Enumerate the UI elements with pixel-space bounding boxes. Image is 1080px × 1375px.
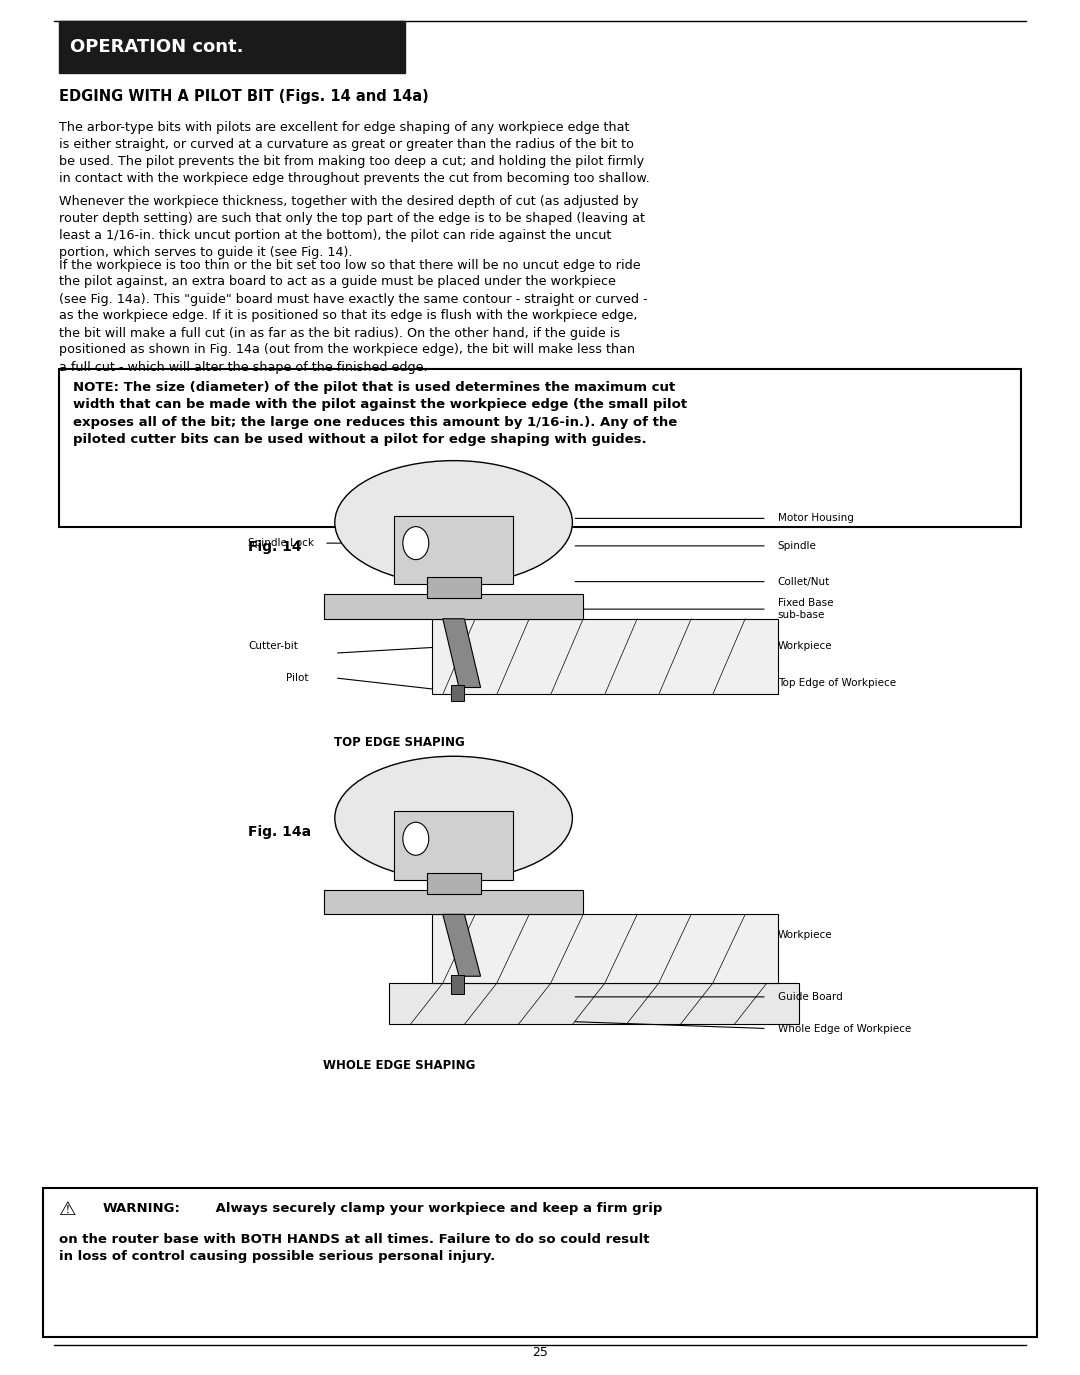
FancyBboxPatch shape: [451, 685, 464, 701]
Text: Workpiece: Workpiece: [778, 641, 833, 652]
Text: Cutter-bit: Cutter-bit: [248, 641, 298, 652]
FancyBboxPatch shape: [427, 873, 481, 894]
Text: Whenever the workpiece thickness, together with the desired depth of cut (as adj: Whenever the workpiece thickness, togeth…: [59, 195, 646, 260]
Text: TOP EDGE SHAPING: TOP EDGE SHAPING: [334, 736, 465, 748]
Circle shape: [403, 527, 429, 560]
FancyBboxPatch shape: [389, 983, 799, 1024]
FancyBboxPatch shape: [59, 21, 405, 73]
Text: Fixed Base
sub-base: Fixed Base sub-base: [778, 598, 833, 620]
Text: WARNING:: WARNING:: [103, 1202, 180, 1214]
Text: Spindle: Spindle: [778, 540, 816, 551]
Polygon shape: [443, 914, 481, 976]
Text: Pilot: Pilot: [286, 672, 309, 683]
Text: Top Edge of Workpiece: Top Edge of Workpiece: [778, 678, 895, 689]
Ellipse shape: [335, 461, 572, 584]
FancyBboxPatch shape: [432, 619, 778, 694]
Text: NOTE: The size (diameter) of the pilot that is used determines the maximum cut
w: NOTE: The size (diameter) of the pilot t…: [73, 381, 688, 447]
FancyBboxPatch shape: [394, 516, 513, 584]
Text: Fig. 14: Fig. 14: [248, 540, 302, 554]
Text: If the workpiece is too thin or the bit set too low so that there will be no unc: If the workpiece is too thin or the bit …: [59, 258, 648, 374]
FancyBboxPatch shape: [451, 975, 464, 994]
Text: Spindle Lock: Spindle Lock: [248, 538, 314, 549]
Ellipse shape: [335, 756, 572, 880]
Text: ⚠: ⚠: [59, 1200, 77, 1220]
Text: Guide Board: Guide Board: [778, 991, 842, 1002]
Polygon shape: [443, 619, 481, 688]
Text: Whole Edge of Workpiece: Whole Edge of Workpiece: [778, 1023, 910, 1034]
Text: Fig. 14a: Fig. 14a: [248, 825, 311, 839]
FancyBboxPatch shape: [59, 368, 1021, 527]
Text: EDGING WITH A PILOT BIT (Figs. 14 and 14a): EDGING WITH A PILOT BIT (Figs. 14 and 14…: [59, 89, 429, 104]
FancyBboxPatch shape: [324, 594, 583, 619]
Text: OPERATION cont.: OPERATION cont.: [70, 37, 244, 56]
FancyBboxPatch shape: [43, 1188, 1037, 1336]
Text: The arbor-type bits with pilots are excellent for edge shaping of any workpiece : The arbor-type bits with pilots are exce…: [59, 121, 650, 186]
Text: Motor Housing: Motor Housing: [778, 513, 853, 524]
Text: 25: 25: [532, 1346, 548, 1358]
Text: Always securely clamp your workpiece and keep a firm grip: Always securely clamp your workpiece and…: [211, 1202, 662, 1214]
Text: on the router base with BOTH HANDS at all times. Failure to do so could result
i: on the router base with BOTH HANDS at al…: [59, 1233, 650, 1264]
Text: WHOLE EDGE SHAPING: WHOLE EDGE SHAPING: [323, 1059, 476, 1071]
Text: Collet/Nut: Collet/Nut: [778, 576, 829, 587]
FancyBboxPatch shape: [394, 811, 513, 880]
Circle shape: [403, 822, 429, 855]
Text: Workpiece: Workpiece: [778, 930, 833, 941]
FancyBboxPatch shape: [324, 890, 583, 914]
FancyBboxPatch shape: [427, 578, 481, 598]
FancyBboxPatch shape: [432, 914, 778, 983]
